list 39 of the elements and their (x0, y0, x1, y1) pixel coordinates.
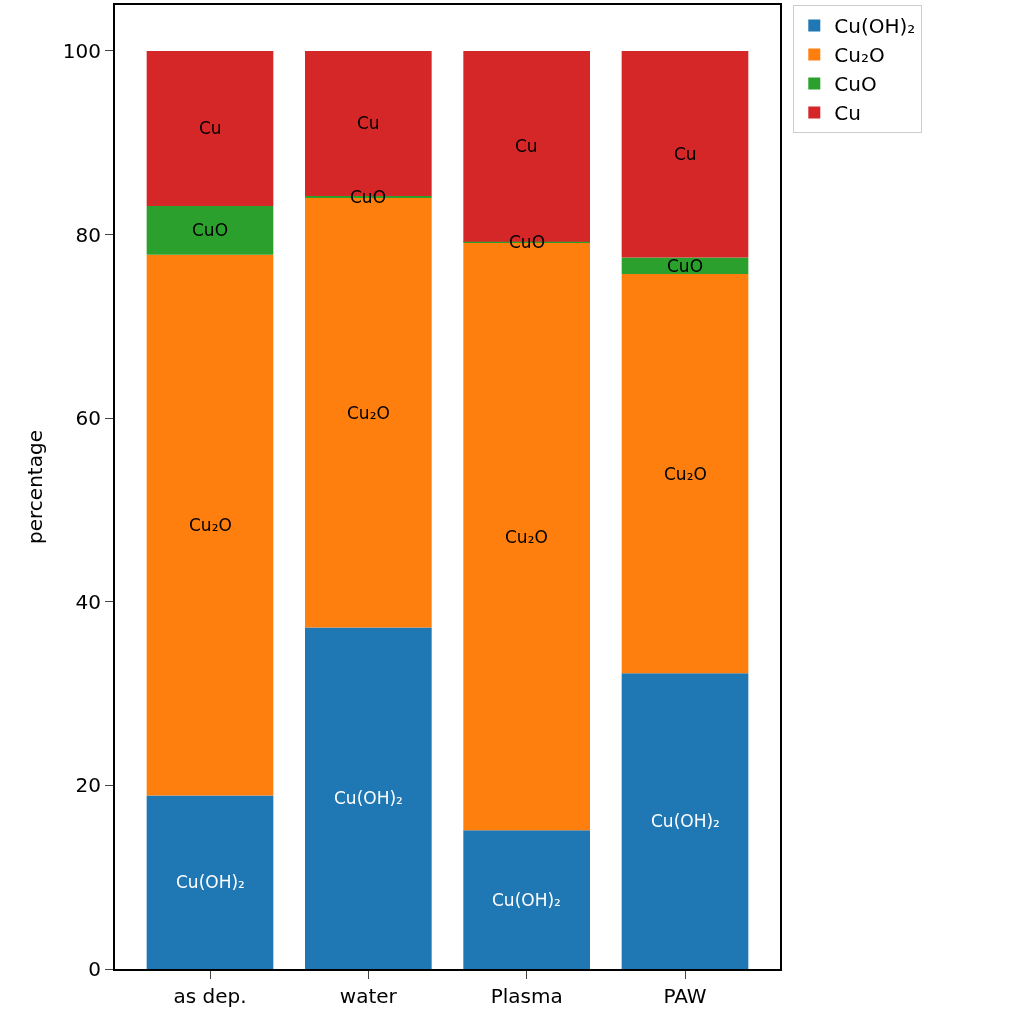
y-tick-label: 20 (75, 773, 101, 798)
y-tick-label: 40 (75, 589, 101, 614)
bar (146, 50, 274, 207)
y-tick-label: 0 (88, 957, 101, 981)
data-label: CuO (192, 220, 229, 240)
data-label: Cu (674, 144, 697, 164)
y-axis-title: percentage (22, 430, 47, 544)
data-label: Cu(OH)₂ (176, 872, 245, 892)
data-label: Cu (357, 113, 380, 133)
bar (146, 795, 274, 969)
data-label: Cu (199, 118, 222, 138)
data-label: Cu (515, 136, 538, 156)
bar (621, 50, 749, 258)
data-label: Cu₂O (505, 527, 548, 547)
legend-label: CuO (834, 72, 877, 97)
data-label: CuO (667, 256, 704, 276)
x-tick-label: Plasma (490, 984, 563, 1008)
bar (146, 254, 274, 796)
legend-label: Cu (834, 101, 861, 126)
data-label: Cu(OH)₂ (492, 890, 561, 910)
y-tick-label: 60 (75, 406, 101, 431)
data-label: Cu₂O (189, 515, 232, 535)
bar (621, 274, 749, 674)
y-tick-label: 80 (75, 222, 101, 247)
y-tick-label: 100 (62, 38, 101, 63)
data-label: Cu(OH)₂ (334, 788, 403, 808)
legend-label: Cu(OH)₂ (834, 14, 916, 39)
data-label: Cu(OH)₂ (651, 811, 720, 831)
bar (621, 257, 749, 274)
x-tick-label: water (339, 984, 398, 1008)
data-label: Cu₂O (347, 403, 390, 423)
bar (621, 673, 749, 969)
data-label: Cu₂O (664, 464, 707, 484)
legend-label: Cu₂O (834, 43, 885, 68)
x-tick-label: PAW (663, 984, 707, 1008)
x-tick-label: as dep. (173, 984, 247, 1008)
bar (305, 627, 432, 969)
bar (463, 830, 590, 969)
bar (146, 206, 274, 255)
